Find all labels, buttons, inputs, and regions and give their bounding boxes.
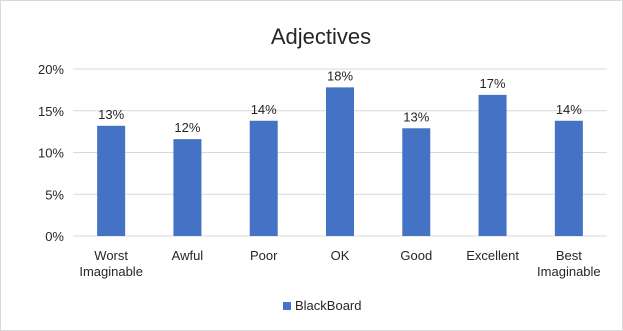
data-label: 17% <box>480 76 506 91</box>
data-label: 14% <box>556 102 582 117</box>
data-label: 18% <box>327 68 353 83</box>
data-labels: 13% 12% 14% 18% 13% 17% 14% <box>98 68 582 135</box>
x-category-label: Best <box>556 248 582 263</box>
x-category-label: Imaginable <box>537 264 601 279</box>
legend-swatch <box>283 302 291 310</box>
legend-label-blackboard: BlackBoard <box>295 298 361 313</box>
x-category-label: Imaginable <box>79 264 143 279</box>
bar <box>478 94 507 236</box>
y-tick-label: 20% <box>38 62 64 77</box>
y-tick-label: 15% <box>38 104 64 119</box>
bar <box>173 139 202 236</box>
chart-title: Adjectives <box>271 24 371 49</box>
bars <box>97 87 583 237</box>
x-category-label: Good <box>400 248 432 263</box>
y-axis-ticks: 0% 5% 10% 15% 20% <box>38 62 64 244</box>
bar <box>249 120 278 236</box>
y-tick-label: 10% <box>38 146 64 161</box>
data-label: 13% <box>403 109 429 124</box>
y-tick-label: 0% <box>45 229 64 244</box>
data-label: 13% <box>98 107 124 122</box>
x-category-label: Awful <box>172 248 204 263</box>
y-tick-label: 5% <box>45 187 64 202</box>
data-label: 14% <box>251 102 277 117</box>
legend: BlackBoard <box>283 298 361 313</box>
x-category-label: Excellent <box>466 248 519 263</box>
bar <box>326 87 354 237</box>
data-label: 12% <box>174 120 200 135</box>
x-category-label: Worst <box>94 248 128 263</box>
x-category-label: Poor <box>250 248 278 263</box>
bar <box>97 125 126 236</box>
x-category-label: OK <box>331 248 350 263</box>
bar <box>554 120 583 236</box>
bar <box>402 128 431 236</box>
